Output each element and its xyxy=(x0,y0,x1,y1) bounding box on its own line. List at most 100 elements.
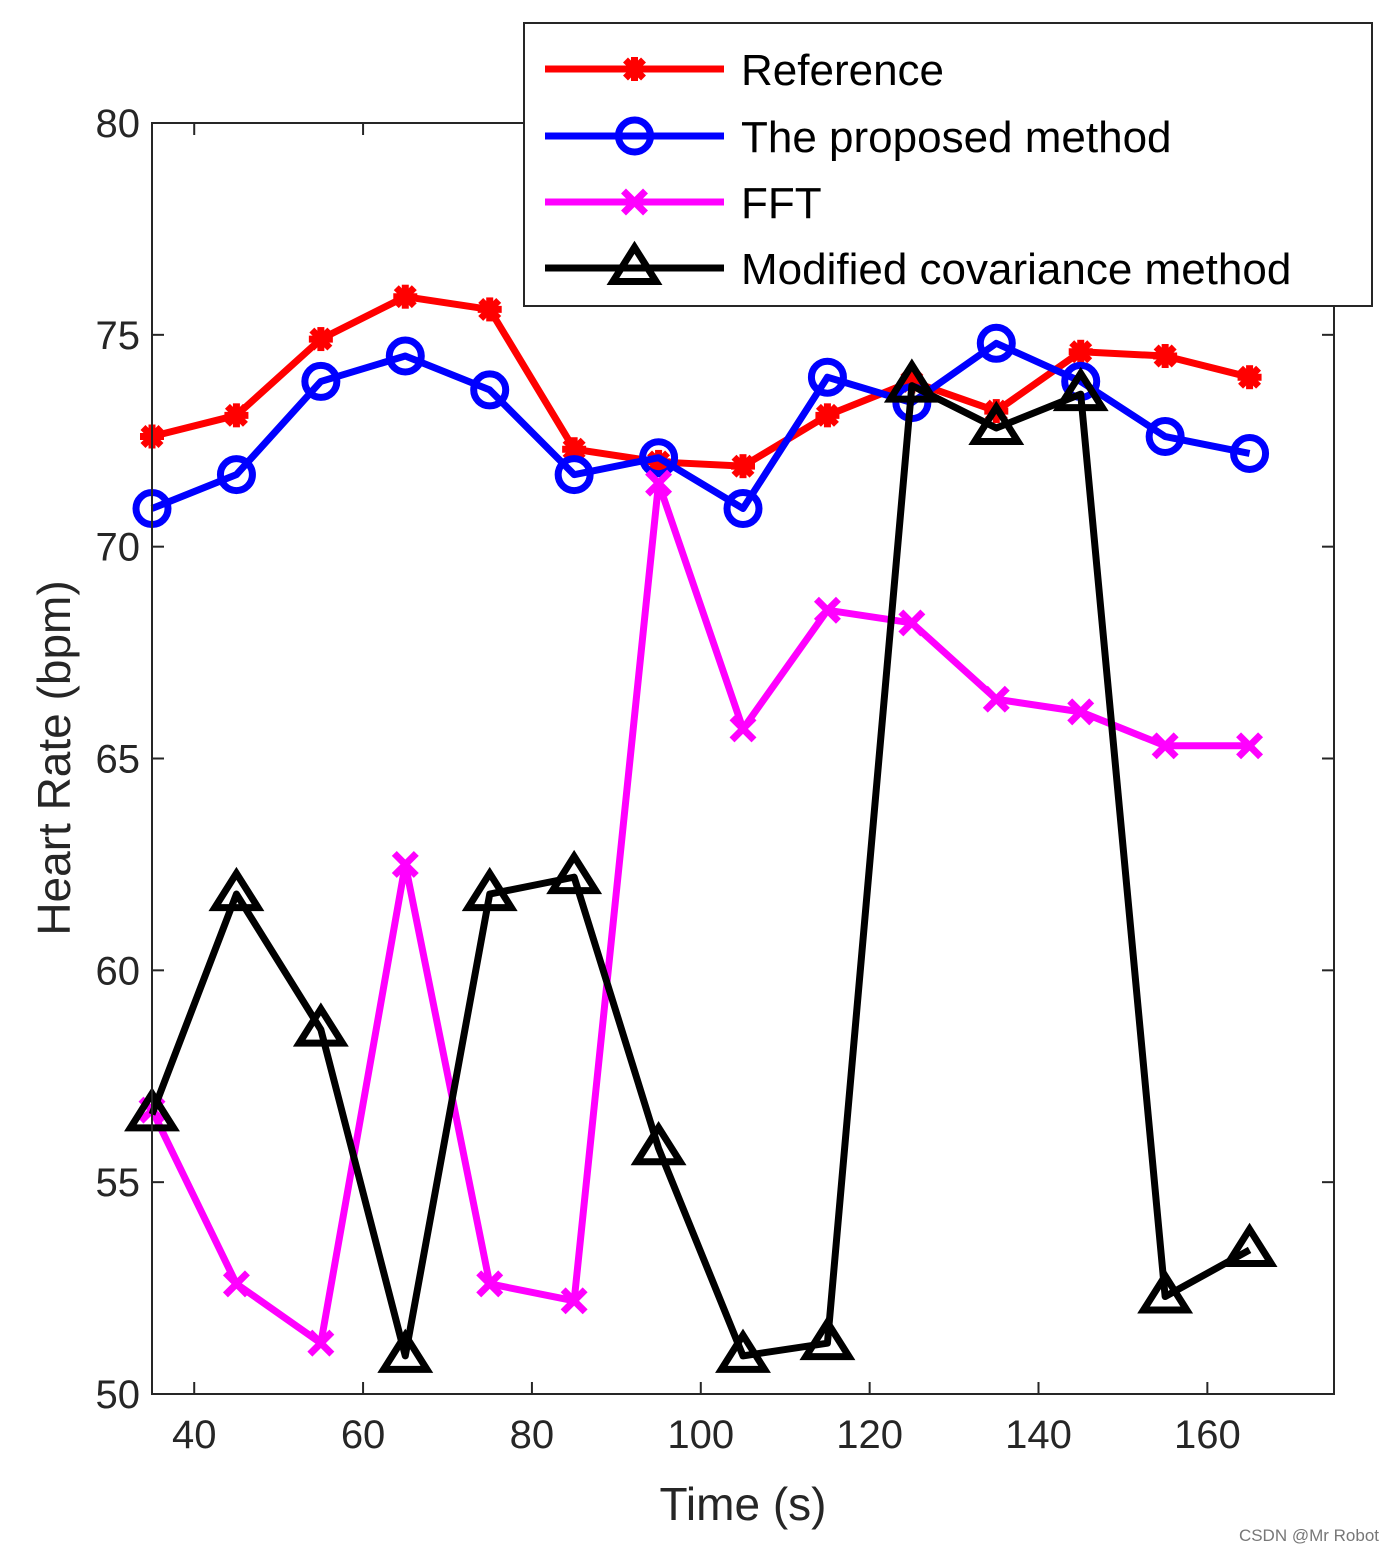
marker-x-stroke xyxy=(307,1329,335,1357)
x-tick-label: 160 xyxy=(1174,1413,1241,1457)
data-point xyxy=(470,370,510,410)
marker-x-stroke xyxy=(1067,698,1095,726)
data-point xyxy=(799,1315,856,1361)
marker-triangle xyxy=(1052,366,1109,412)
x-tick-label: 60 xyxy=(341,1413,386,1457)
marker-circle xyxy=(723,489,763,529)
y-tick-label: 60 xyxy=(96,949,141,993)
x-tick-label: 140 xyxy=(1005,1413,1072,1457)
data-point xyxy=(1151,732,1179,760)
marker-triangle xyxy=(1221,1222,1278,1267)
data-series xyxy=(124,284,1278,1373)
marker-circle xyxy=(1230,433,1270,473)
marker-triangle xyxy=(546,849,603,895)
marker-x-stroke xyxy=(621,188,648,216)
marker-asterisk-stroke xyxy=(1153,344,1177,368)
data-point xyxy=(292,1002,349,1047)
data-point xyxy=(639,438,679,478)
data-point xyxy=(815,403,840,428)
tick-labels: 40 60 80 100 120 140 160 50 55 60 65 70 75 80 xyxy=(96,102,1241,1457)
marker-asterisk-stroke xyxy=(623,57,646,81)
data-point xyxy=(982,685,1010,713)
legend-entry: Reference xyxy=(545,46,944,95)
marker-triangle xyxy=(630,1121,687,1166)
marker-asterisk-stroke xyxy=(647,450,671,474)
data-point xyxy=(554,455,594,495)
data-point xyxy=(723,489,763,529)
legend-marker xyxy=(606,240,663,285)
y-tick-label: 70 xyxy=(96,526,141,570)
x-axis-label: Time (s) xyxy=(660,1478,827,1530)
marker-triangle xyxy=(799,1315,856,1361)
marker-triangle xyxy=(606,240,663,285)
marker-triangle xyxy=(968,400,1025,446)
marker-x-stroke xyxy=(729,715,757,743)
legend-marker xyxy=(615,116,654,156)
marker-triangle xyxy=(715,1328,771,1373)
data-point xyxy=(560,1287,588,1315)
data-point xyxy=(222,1270,250,1298)
legend-marker xyxy=(621,188,648,216)
data-point xyxy=(731,454,755,479)
data-point xyxy=(630,1121,687,1166)
legend-label: Reference xyxy=(741,46,944,95)
data-point xyxy=(208,866,265,912)
data-point xyxy=(1067,698,1095,726)
data-point xyxy=(729,715,757,743)
data-point xyxy=(1153,344,1178,369)
marker-circle xyxy=(301,361,341,401)
marker-x-stroke xyxy=(645,469,673,497)
y-tick-label: 75 xyxy=(96,314,141,358)
series-line xyxy=(148,479,1250,1347)
data-point xyxy=(898,609,926,637)
data-point xyxy=(546,849,603,895)
data-point xyxy=(1052,366,1109,412)
data-point xyxy=(715,1328,771,1373)
marker-circle xyxy=(807,357,847,397)
marker-triangle xyxy=(292,1002,349,1047)
marker-circle xyxy=(385,336,425,376)
data-point xyxy=(216,455,256,495)
data-point xyxy=(307,1329,335,1357)
data-point xyxy=(976,323,1016,363)
marker-asterisk-stroke xyxy=(1238,365,1262,389)
data-point xyxy=(883,358,940,403)
data-point xyxy=(393,284,418,309)
data-point xyxy=(645,469,673,497)
legend: Reference The proposed method FFT Modified … xyxy=(523,22,1373,307)
data-point xyxy=(1068,339,1093,364)
series-line xyxy=(151,293,1251,470)
marker-x-stroke xyxy=(476,1270,504,1298)
legend-entry: Modified covariance method xyxy=(545,240,1291,294)
marker-triangle xyxy=(377,1328,434,1373)
x-tick-label: 80 xyxy=(510,1413,555,1457)
data-point xyxy=(224,403,249,428)
watermark: CSDN @Mr Robot xyxy=(1238,1526,1379,1545)
marker-asterisk-stroke xyxy=(562,437,586,461)
marker-asterisk-stroke xyxy=(478,297,502,321)
data-point xyxy=(461,866,518,912)
marker-x-stroke xyxy=(898,609,926,637)
data-point xyxy=(1221,1222,1278,1267)
marker-asterisk-stroke xyxy=(731,454,755,478)
y-tick-label: 50 xyxy=(96,1373,141,1417)
y-axis-label: Heart Rate (bpm) xyxy=(28,580,80,935)
data-point xyxy=(301,361,341,401)
y-tick-label: 55 xyxy=(96,1161,141,1205)
marker-triangle xyxy=(1137,1269,1194,1314)
x-tick-label: 120 xyxy=(836,1413,903,1457)
legend-marker xyxy=(622,57,647,81)
series-triangle xyxy=(124,358,1278,1373)
legend-entry: The proposed method xyxy=(545,113,1172,162)
marker-x-stroke xyxy=(391,850,419,878)
data-point xyxy=(807,357,847,397)
legend-label: Modified covariance method xyxy=(741,245,1291,294)
marker-x-stroke xyxy=(222,1270,250,1298)
marker-circle xyxy=(615,116,654,156)
marker-circle xyxy=(554,455,594,495)
marker-x-stroke xyxy=(1151,732,1179,760)
data-point xyxy=(308,327,333,352)
marker-circle xyxy=(1145,417,1185,457)
marker-triangle xyxy=(208,866,265,912)
data-point xyxy=(1237,365,1262,390)
